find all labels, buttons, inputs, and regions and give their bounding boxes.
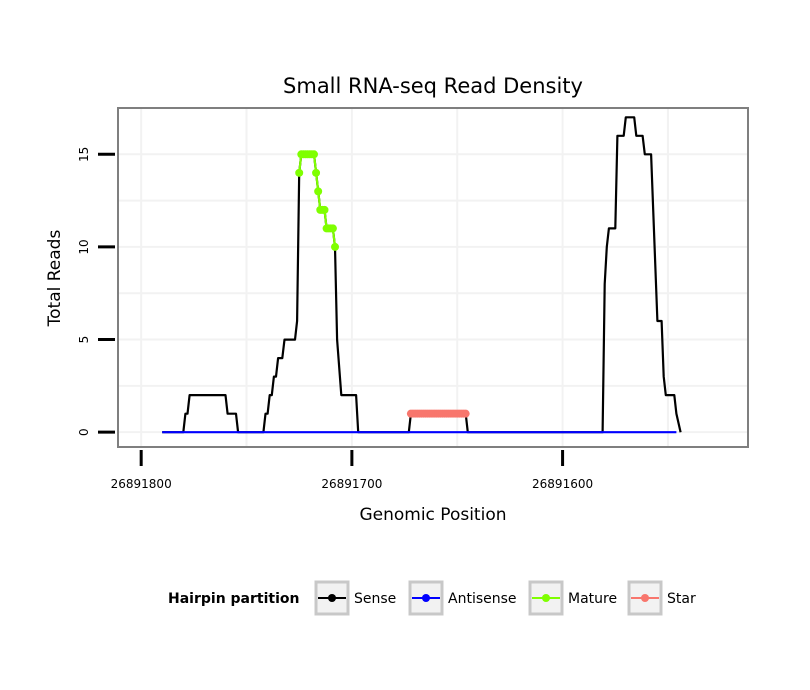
chart-title: Small RNA-seq Read Density [283,74,583,98]
grid-lines [118,108,748,447]
data-point-mature [320,205,329,214]
legend-key-marker-star [641,594,649,602]
legend-item-antisense: Antisense [408,580,517,616]
data-point-mature [309,150,318,159]
legend-key-marker-sense [328,594,336,602]
y-tick-label: 5 [77,336,91,344]
series-mature [295,150,340,251]
x-axis: 26891800 26891700 26891600 [111,450,593,491]
x-tick-label: 26891600 [532,477,593,491]
y-axis: 0 5 10 15 [77,147,115,436]
plot-border [117,107,749,448]
legend-key-marker-antisense [422,594,430,602]
series-star [406,409,470,418]
legend-label-mature: Mature [568,591,617,607]
legend-label-antisense: Antisense [448,591,517,607]
y-tick-label: 15 [77,147,91,162]
legend-key-marker-mature [542,594,550,602]
series-layer [162,116,682,434]
data-point-mature [295,168,304,177]
legend-item-star: Star [627,580,696,616]
x-tick-label: 26891800 [111,477,172,491]
y-tick-label: 10 [77,239,91,254]
data-point-mature [314,187,323,196]
x-axis-title: Genomic Position [359,505,506,525]
data-point-mature [328,224,337,233]
legend-item-mature: Mature [528,580,617,616]
y-axis-title: Total Reads [45,230,65,328]
plot-panel [118,108,748,447]
legend-title: Hairpin partition [168,591,299,607]
legend-label-sense: Sense [354,591,396,607]
legend-item-sense: Sense [314,580,396,616]
x-tick-label: 26891700 [321,477,382,491]
data-point-mature [331,242,340,251]
data-point-star [461,409,470,418]
data-point-mature [312,168,321,177]
legend-label-star: Star [667,591,696,607]
legend: Hairpin partition Sense Antisense Mature St… [168,580,696,616]
y-tick-label: 0 [77,428,91,436]
